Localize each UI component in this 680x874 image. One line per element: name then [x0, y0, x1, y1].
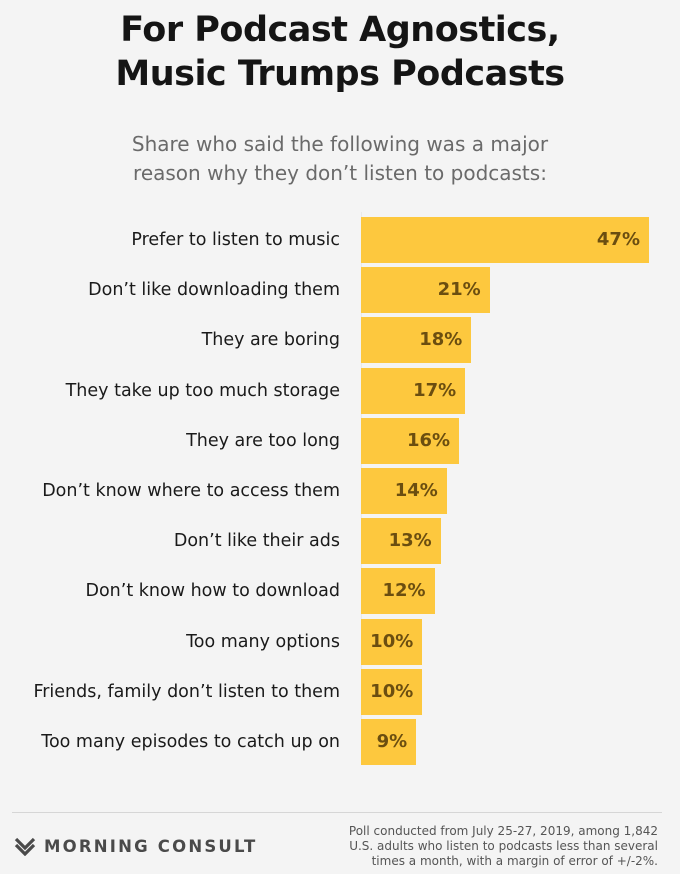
category-label: Don’t like their ads	[173, 531, 340, 552]
bar-value-label: 18%	[419, 329, 463, 351]
bar-value-label: 47%	[596, 229, 640, 250]
bar-value-label: 10%	[370, 680, 414, 702]
methodology-note-line-1: Poll conducted from July 25-27, 2019, am…	[348, 824, 658, 838]
methodology-note-line-2: U.S. adults who listen to podcasts less …	[349, 839, 658, 853]
chart-subtitle: Share who said the following was a major…	[0, 130, 680, 188]
brand-logo: MORNING CONSULT	[14, 836, 257, 856]
category-label: Don’t like downloading them	[88, 280, 340, 301]
brand-name: MORNING CONSULT	[44, 836, 258, 856]
bar-value-label: 9%	[376, 731, 408, 752]
bar	[361, 719, 417, 765]
bar	[361, 317, 472, 364]
chart-subtitle-line-1: Share who said the following was a major	[131, 132, 549, 156]
category-label: They are boring	[201, 330, 340, 351]
bar-value-label: 10%	[370, 630, 414, 652]
bar-value-label: 17%	[413, 379, 457, 401]
category-label: Friends, family don’t listen to them	[33, 681, 340, 702]
bar-value-label: 14%	[394, 480, 438, 501]
bar	[361, 518, 441, 565]
chart-title-line-1: For Podcast Agnostics,	[120, 10, 560, 50]
chart-title: For Podcast Agnostics, Music Trumps Podc…	[0, 8, 680, 96]
bar	[361, 468, 447, 514]
bar	[361, 668, 423, 715]
footer-divider	[12, 812, 662, 813]
category-label: Prefer to listen to music	[131, 230, 340, 250]
category-label: Don’t know where to access them	[42, 481, 340, 501]
category-label: They are too long	[186, 430, 340, 451]
bar-value-label: 13%	[388, 530, 432, 552]
bar	[361, 568, 435, 615]
methodology-note: Poll conducted from July 25-27, 2019, am…	[328, 824, 658, 869]
bar	[361, 618, 423, 665]
bar-value-label: 12%	[382, 580, 426, 602]
chart-subtitle-line-2: reason why they don’t listen to podcasts…	[133, 161, 547, 185]
methodology-note-line-3: times a month, with a margin of error of…	[371, 854, 658, 868]
chart-title-line-2: Music Trumps Podcasts	[115, 54, 565, 94]
bar-chart: Prefer to listen to music 47% Don’t like d…	[33, 212, 649, 765]
bar	[361, 367, 466, 414]
bar	[361, 217, 649, 263]
category-label: Too many options	[186, 631, 340, 652]
bar	[361, 267, 490, 314]
category-label: Too many episodes to catch up on	[41, 732, 340, 752]
category-label: Don’t know how to download	[85, 581, 341, 602]
bar-value-label: 16%	[406, 429, 451, 451]
category-label: They take up too much storage	[65, 380, 340, 401]
bar	[361, 417, 460, 464]
bar-value-label: 21%	[437, 279, 481, 301]
chevron-down-icon	[14, 837, 36, 856]
